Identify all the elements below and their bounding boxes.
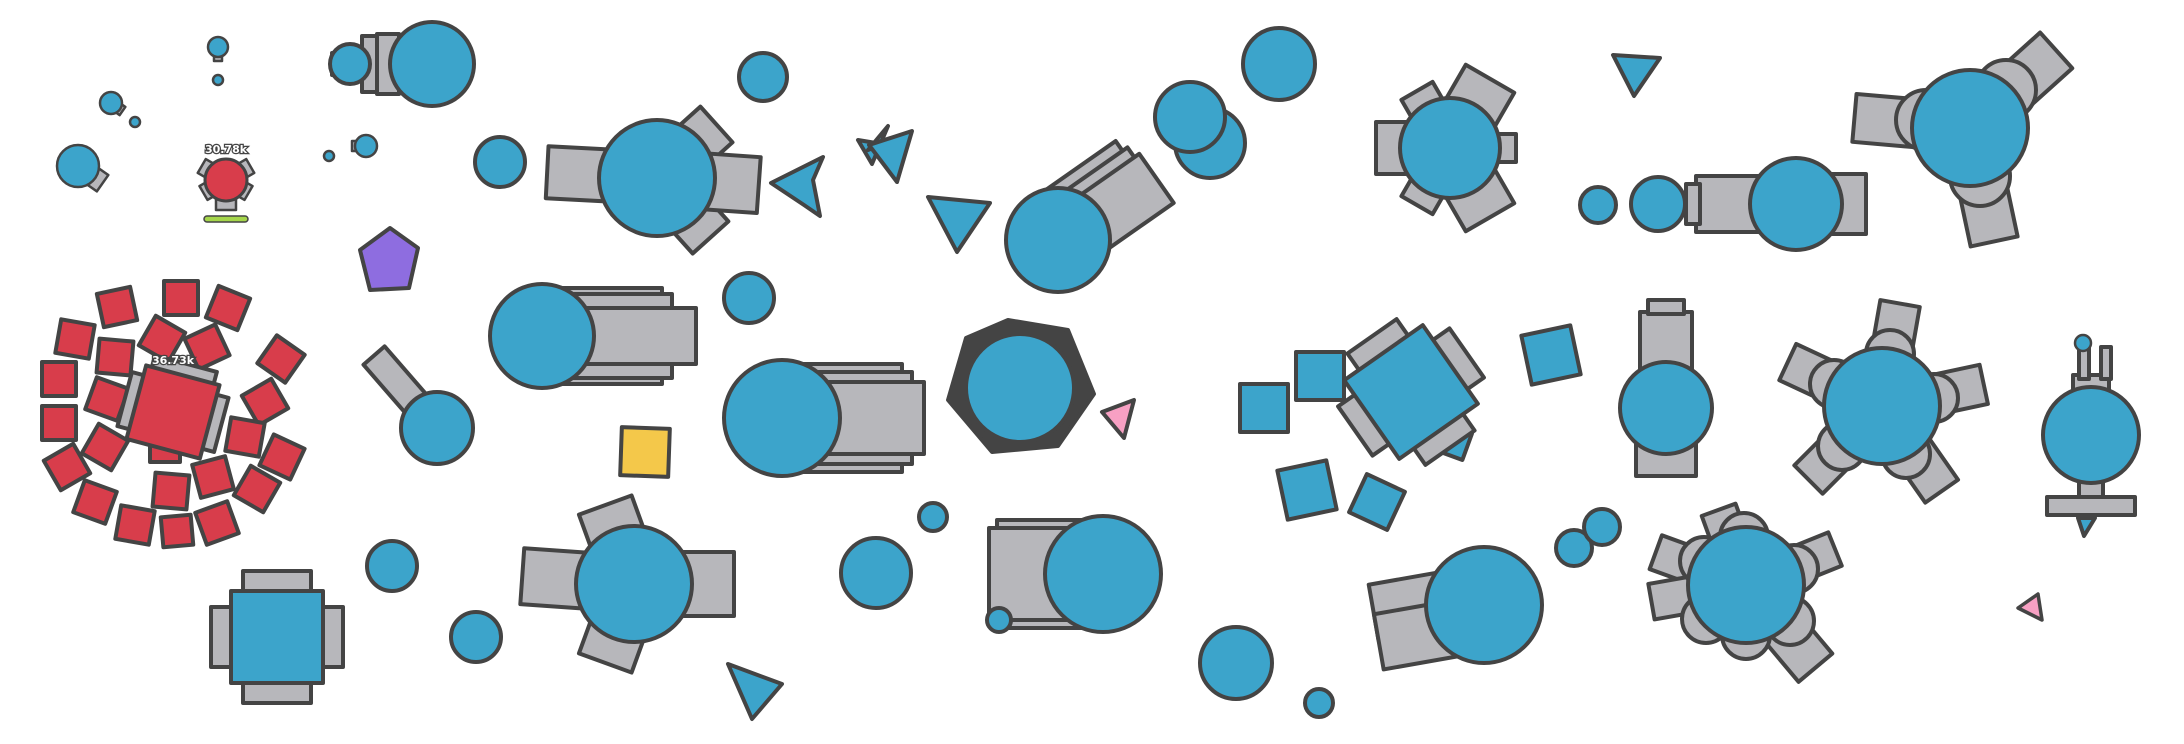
- score-label: 36.73k: [152, 354, 195, 367]
- bullet: [1582, 507, 1622, 547]
- tiny-tank[interactable]: [350, 133, 379, 159]
- bullet: [839, 536, 913, 610]
- drone-square[interactable]: [1238, 382, 1290, 434]
- octo-tank[interactable]: [1777, 298, 1990, 505]
- bullet: [322, 149, 336, 163]
- hexa-tank[interactable]: [1374, 62, 1518, 234]
- bullet: [473, 135, 527, 189]
- bullet: [1578, 185, 1618, 225]
- bullet: [1153, 80, 1227, 154]
- bullet: [737, 51, 789, 103]
- quad-square-tank[interactable]: [209, 569, 345, 705]
- triple-twin-tank[interactable]: [518, 493, 736, 675]
- smasher-tank[interactable]: [946, 318, 1096, 454]
- tank-tri[interactable]: [543, 104, 763, 256]
- twin-tank[interactable]: [1366, 545, 1544, 672]
- drone-square[interactable]: [1294, 350, 1346, 402]
- triangle[interactable]: [1100, 398, 1136, 440]
- drone-square[interactable]: [1519, 323, 1583, 387]
- enemy-swarm-tank[interactable]: [115, 351, 234, 462]
- pentagon[interactable]: [358, 226, 420, 292]
- enemy-tank[interactable]: [196, 157, 256, 223]
- bullet: [365, 539, 419, 593]
- bullet: [1241, 26, 1317, 102]
- single-tank[interactable]: [1629, 156, 1868, 252]
- stacked-tank[interactable]: [1004, 134, 1176, 294]
- score-label: 30.78k: [205, 143, 248, 156]
- tiny-tank[interactable]: [55, 143, 110, 193]
- drone-square[interactable]: [1275, 458, 1339, 522]
- destroyer-tank[interactable]: [1618, 298, 1714, 478]
- bullet: [211, 73, 225, 87]
- triplet-tank[interactable]: [1850, 30, 2075, 249]
- single-tank[interactable]: [361, 344, 475, 466]
- bullet: [1554, 528, 1594, 568]
- bullet: [1198, 625, 1274, 701]
- square[interactable]: [618, 425, 672, 479]
- triple-shot-tank[interactable]: [722, 358, 926, 478]
- drone[interactable]: [1611, 53, 1662, 98]
- bullet: [917, 501, 949, 533]
- drone-square[interactable]: [1347, 472, 1407, 532]
- drone[interactable]: [2076, 516, 2097, 538]
- drone[interactable]: [926, 195, 992, 254]
- twin-tank[interactable]: [985, 514, 1163, 634]
- auto-tank[interactable]: [2041, 333, 2141, 517]
- bullet: [128, 115, 142, 129]
- bullet: [722, 271, 776, 325]
- tiny-tank[interactable]: [206, 35, 230, 63]
- overseer-square-tank[interactable]: [1316, 297, 1505, 486]
- drone[interactable]: [726, 662, 784, 721]
- bullet: [449, 610, 503, 664]
- triangle[interactable]: [2016, 592, 2044, 622]
- spread-tank[interactable]: [1646, 501, 1844, 684]
- bullet: [1303, 687, 1335, 719]
- drone[interactable]: [867, 129, 914, 184]
- drone[interactable]: [769, 155, 825, 218]
- twin-tank[interactable]: [328, 20, 476, 108]
- triple-shot-tank[interactable]: [488, 282, 698, 390]
- health-bar: [203, 215, 249, 223]
- tiny-tank[interactable]: [98, 90, 127, 117]
